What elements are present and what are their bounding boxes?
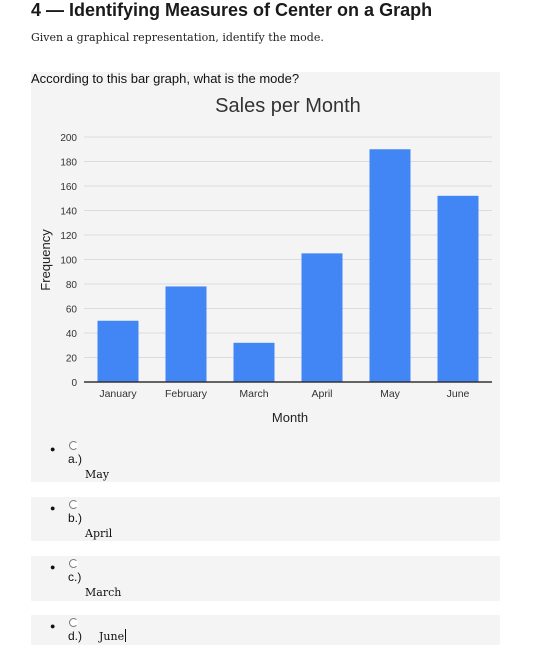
- option-b[interactable]: ● b.) April: [31, 497, 500, 541]
- x-tick-label: April: [311, 388, 332, 400]
- y-tick-label: 80: [66, 280, 78, 291]
- option-letter: b.): [68, 511, 83, 525]
- radio-button-icon[interactable]: [69, 559, 78, 568]
- x-tick-label: May: [380, 388, 401, 400]
- option-answer: June: [99, 629, 127, 643]
- option-d[interactable]: ● d.) June: [31, 615, 500, 645]
- bar: [97, 320, 139, 382]
- bar: [369, 149, 411, 382]
- radio-button-icon[interactable]: [69, 618, 78, 627]
- bar: [437, 195, 479, 382]
- y-tick-label: 140: [60, 207, 77, 218]
- y-tick-label: 100: [60, 256, 77, 267]
- option-letter: d.): [68, 629, 83, 643]
- bullet-icon: ●: [50, 444, 56, 454]
- option-answer: May: [85, 468, 110, 481]
- radio-button-icon[interactable]: [69, 500, 78, 509]
- bullet-icon: ●: [50, 621, 56, 631]
- x-tick-label: February: [165, 388, 208, 400]
- text-cursor: [125, 629, 127, 642]
- page-title: 4 — Identifying Measures of Center on a …: [31, 0, 433, 20]
- bullet-icon: ●: [50, 503, 56, 513]
- radio-button-icon[interactable]: [69, 441, 78, 450]
- y-tick-label: 160: [60, 182, 77, 193]
- option-a[interactable]: ● a.) May: [31, 441, 500, 482]
- x-tick-label: March: [239, 388, 268, 400]
- page-subtitle: Given a graphical representation, identi…: [31, 31, 324, 44]
- option-answer-text: June: [99, 630, 125, 643]
- y-tick-label: 200: [60, 133, 77, 144]
- option-letter: a.): [68, 452, 83, 466]
- x-tick-label: June: [447, 388, 470, 400]
- question-text: According to this bar graph, what is the…: [31, 71, 300, 86]
- bar: [301, 253, 343, 382]
- bar: [233, 342, 275, 382]
- y-tick-label: 120: [60, 231, 77, 242]
- y-tick-label: 0: [71, 378, 77, 389]
- y-tick-label: 40: [66, 329, 78, 340]
- y-tick-label: 60: [66, 305, 78, 316]
- option-c[interactable]: ● c.) March: [31, 556, 500, 601]
- bar: [165, 286, 207, 382]
- option-letter: c.): [68, 570, 82, 584]
- bar-chart: Sales per Month 0 20 40 60 80 100 120 140 160 180 2…: [38, 95, 492, 425]
- option-answer: March: [85, 586, 122, 599]
- y-tick-label: 20: [66, 354, 78, 365]
- y-tick-label: 180: [60, 158, 77, 169]
- chart-panel: Sales per Month 0 20 40 60 80 100 120 140 160 180 2…: [31, 72, 500, 442]
- option-answer: April: [85, 527, 113, 540]
- x-tick-label: January: [99, 388, 137, 400]
- chart-title: Sales per Month: [215, 95, 361, 117]
- y-axis-label: Frequency: [38, 229, 53, 291]
- bullet-icon: ●: [50, 562, 56, 572]
- x-axis-label: Month: [272, 410, 308, 425]
